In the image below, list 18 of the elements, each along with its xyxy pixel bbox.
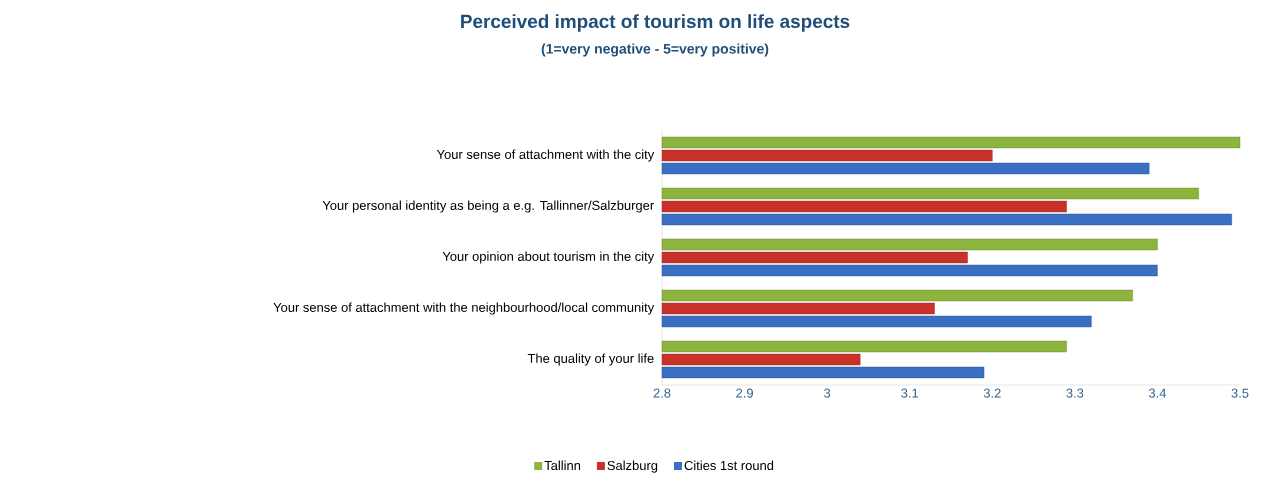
x-tick-label: 3.4 xyxy=(1148,388,1167,398)
x-tick-label: 2.9 xyxy=(736,388,753,398)
x-tick-label: 2.8 xyxy=(653,388,671,398)
chart-title: Perceived impact of tourism on life aspects xyxy=(461,14,850,32)
y-tick-label: Your sense of attachment with the city xyxy=(436,149,655,162)
x-tick-label: 3.2 xyxy=(983,388,1001,398)
legend-label: Tallinn xyxy=(544,460,581,471)
y-tick-label: Your sense of attachment with the neighbourhood/local community xyxy=(273,302,655,315)
chart-subtitle: (1=very negative - 5=very positive) xyxy=(541,43,769,57)
x-tick-label: 3.5 xyxy=(1231,388,1249,398)
legend-label: Salzburg xyxy=(607,460,658,473)
x-tick-label: 3 xyxy=(824,388,831,398)
x-tick-label: 3.3 xyxy=(1066,388,1084,398)
y-tick-label: The quality of your life xyxy=(527,353,654,366)
y-tick-label: Your opinion about tourism in the city xyxy=(442,251,655,264)
y-tick-label: Your personal identity as being a e.g. Tallinner/Salzburger xyxy=(322,200,654,213)
legend-label: Cities 1st round xyxy=(684,460,774,471)
x-tick-label: 3.1 xyxy=(901,388,919,398)
